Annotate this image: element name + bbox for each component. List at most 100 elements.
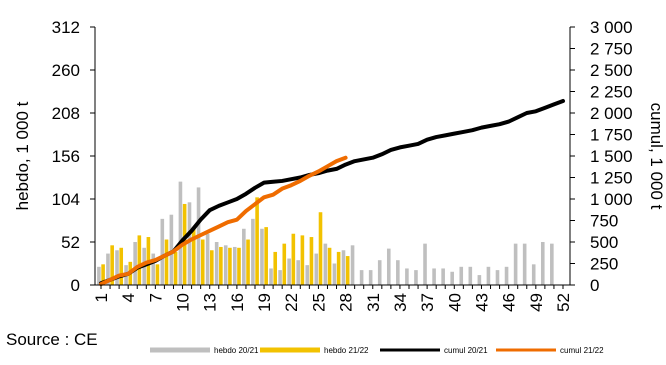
bar-hebdo-20-21-46: [504, 266, 509, 285]
bar-hebdo-20-21-20: [269, 268, 273, 285]
x-tick-label-16: 16: [228, 293, 247, 312]
bar-hebdo-20-21-7: [151, 253, 156, 285]
left-tick-label-52: 52: [61, 233, 80, 252]
bar-hebdo-21-22-19: [264, 227, 268, 285]
left-tick-label-0: 0: [71, 276, 80, 295]
left-tick-label-156: 156: [52, 147, 80, 166]
bar-hebdo-21-22-26: [327, 247, 332, 285]
bar-hebdo-21-22-5: [137, 235, 142, 285]
bar-hebdo-20-21-44: [486, 266, 491, 285]
right-tick-label-750: 750: [590, 212, 618, 231]
bar-hebdo-20-21-50: [540, 242, 545, 285]
source-note: Source : CE: [6, 330, 98, 349]
bar-hebdo-21-22-2: [110, 245, 114, 285]
x-tick-label-34: 34: [391, 293, 410, 312]
bar-hebdo-21-22-14: [219, 246, 223, 285]
bar-hebdo-21-22-11: [191, 227, 196, 285]
bar-hebdo-20-21-17: [242, 228, 246, 285]
bar-hebdo-20-21-13: [205, 233, 210, 285]
x-tick-label-7: 7: [146, 293, 165, 302]
bar-hebdo-20-21-37: [423, 243, 427, 285]
bar-hebdo-20-21-39: [441, 268, 445, 285]
right-tick-label-3000: 3 000: [590, 18, 633, 37]
right-tick-label-1250: 1 250: [590, 169, 633, 188]
x-tick-label-49: 49: [527, 293, 546, 312]
bar-hebdo-20-21-14: [214, 242, 219, 285]
x-tick-label-43: 43: [472, 293, 491, 312]
right-tick-label-2250: 2 250: [590, 83, 633, 102]
bar-hebdo-20-21-32: [377, 260, 382, 285]
right-tick-label-1500: 1 500: [590, 147, 633, 166]
left-tick-label-260: 260: [52, 61, 80, 80]
bar-hebdo-20-21-48: [522, 243, 527, 285]
bar-hebdo-20-21-31: [368, 270, 373, 285]
bar-hebdo-21-22-20: [273, 251, 278, 285]
bar-hebdo-21-22-12: [200, 239, 205, 285]
bar-hebdo-21-22-9: [173, 251, 178, 285]
bar-hebdo-21-22-15: [228, 247, 232, 285]
bar-hebdo-20-21-41: [459, 266, 464, 285]
bar-hebdo-20-21-23: [296, 260, 300, 285]
bar-hebdo-20-21-15: [223, 245, 228, 285]
bar-hebdo-20-21-19: [260, 228, 264, 285]
bar-hebdo-20-21-5: [133, 242, 137, 285]
x-tick-label-25: 25: [309, 293, 328, 312]
bar-hebdo-21-22-22: [291, 233, 296, 285]
bar-hebdo-21-22-28: [345, 256, 350, 285]
bar-hebdo-20-21-26: [323, 243, 328, 285]
x-tick-label-4: 4: [119, 293, 138, 302]
bar-hebdo-21-22-3: [119, 247, 124, 285]
legend-label-hebdo-20-21: hebdo 20/21: [214, 346, 259, 355]
bar-hebdo-20-21-47: [513, 243, 518, 285]
bar-hebdo-21-22-1: [101, 264, 105, 285]
bar-hebdo-20-21-3: [115, 250, 119, 285]
bar-hebdo-20-21-40: [450, 271, 454, 285]
bar-hebdo-20-21-30: [359, 270, 364, 285]
legend-label-cumul-20-21: cumul 20/21: [444, 346, 488, 355]
bar-hebdo-20-21-34: [396, 260, 400, 285]
bar-hebdo-20-21-42: [468, 266, 473, 285]
bar-hebdo-20-21-21: [278, 270, 282, 285]
legend-label-hebdo-21-22: hebdo 21/22: [324, 346, 369, 355]
line-cumul-21-22: [99, 155, 348, 287]
right-tick-label-2000: 2 000: [590, 104, 633, 123]
bar-hebdo-20-21-24: [305, 265, 310, 285]
bar-hebdo-20-21-29: [350, 245, 355, 285]
bar-hebdo-20-21-10: [178, 181, 183, 285]
bar-hebdo-21-22-17: [246, 239, 250, 285]
bar-hebdo-21-22-24: [309, 237, 314, 285]
right-tick-label-1750: 1 750: [590, 126, 633, 145]
bar-hebdo-20-21-38: [432, 268, 436, 285]
bar-hebdo-20-21-16: [232, 246, 237, 285]
bar-hebdo-20-21-2: [106, 253, 110, 285]
bar-hebdo-20-21-8: [160, 218, 165, 285]
x-tick-label-37: 37: [418, 293, 437, 312]
right-tick-label-1000: 1 000: [590, 190, 633, 209]
bar-hebdo-20-21-28: [341, 250, 346, 285]
bar-hebdo-21-22-16: [237, 247, 241, 285]
left-tick-label-208: 208: [52, 104, 80, 123]
x-tick-label-28: 28: [337, 293, 356, 312]
right-tick-label-2500: 2 500: [590, 61, 633, 80]
bar-hebdo-20-21-36: [414, 270, 418, 285]
bar-hebdo-21-22-21: [282, 243, 287, 285]
right-tick-label-0: 0: [590, 276, 599, 295]
bar-hebdo-21-22-18: [255, 197, 259, 285]
bar-hebdo-20-21-49: [531, 264, 536, 285]
legend-label-cumul-21-22: cumul 21/22: [560, 346, 604, 355]
x-tick-label-10: 10: [174, 293, 193, 312]
bar-hebdo-21-22-8: [164, 239, 169, 285]
bar-hebdo-20-21-35: [405, 268, 409, 285]
x-tick-label-40: 40: [445, 293, 464, 312]
x-tick-label-31: 31: [364, 293, 383, 312]
bar-hebdo-20-21-9: [169, 214, 174, 285]
bar-hebdo-20-21-18: [251, 218, 255, 285]
x-tick-label-22: 22: [282, 293, 301, 312]
bar-hebdo-20-21-51: [550, 243, 554, 285]
bar-hebdo-21-22-25: [318, 212, 323, 285]
bar-hebdo-20-21-1: [97, 266, 101, 285]
y-axis-title-left: hebdo, 1 000 t: [13, 101, 32, 210]
right-tick-label-500: 500: [590, 233, 618, 252]
bar-hebdo-20-21-27: [332, 263, 337, 285]
